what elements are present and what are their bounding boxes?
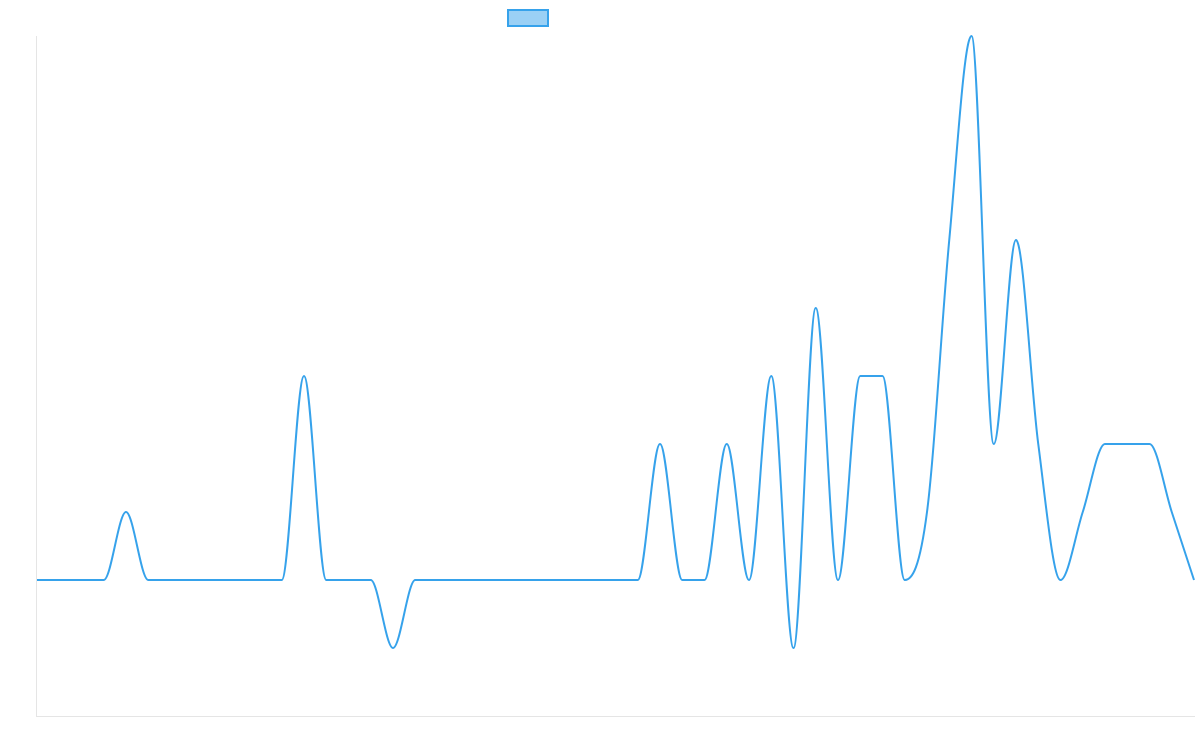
data-point[interactable]	[656, 440, 664, 448]
data-point[interactable]	[945, 236, 953, 244]
data-point[interactable]	[478, 576, 486, 584]
series-line-0	[37, 35, 1195, 649]
data-point[interactable]	[144, 576, 152, 584]
data-point[interactable]	[990, 440, 998, 448]
data-point[interactable]	[1012, 236, 1020, 244]
legend-swatch[interactable]	[507, 9, 549, 27]
data-point[interactable]	[411, 576, 419, 584]
data-point[interactable]	[456, 576, 464, 584]
data-point[interactable]	[901, 576, 909, 584]
data-point[interactable]	[612, 576, 620, 584]
data-point[interactable]	[55, 576, 63, 584]
data-point[interactable]	[33, 576, 41, 584]
data-point[interactable]	[790, 644, 798, 652]
data-point[interactable]	[500, 576, 508, 584]
data-point[interactable]	[1168, 508, 1176, 516]
data-point[interactable]	[78, 576, 86, 584]
data-point[interactable]	[100, 576, 108, 584]
data-point[interactable]	[322, 576, 330, 584]
data-point[interactable]	[233, 576, 241, 584]
data-point[interactable]	[767, 372, 775, 380]
data-point[interactable]	[589, 576, 597, 584]
data-point[interactable]	[1123, 440, 1131, 448]
data-point[interactable]	[523, 576, 531, 584]
data-point[interactable]	[300, 372, 308, 380]
data-point[interactable]	[834, 576, 842, 584]
data-point[interactable]	[701, 576, 709, 584]
data-point[interactable]	[122, 508, 130, 516]
data-point[interactable]	[278, 576, 286, 584]
data-point[interactable]	[812, 304, 820, 312]
legend[interactable]	[507, 9, 549, 27]
data-point[interactable]	[634, 576, 642, 584]
data-point[interactable]	[856, 372, 864, 380]
data-point[interactable]	[1079, 508, 1087, 516]
data-point[interactable]	[1190, 576, 1198, 584]
series-layer	[33, 32, 1198, 652]
data-point[interactable]	[1101, 440, 1109, 448]
data-point[interactable]	[923, 508, 931, 516]
data-point[interactable]	[434, 576, 442, 584]
data-point[interactable]	[723, 440, 731, 448]
data-point[interactable]	[389, 644, 397, 652]
data-point[interactable]	[1034, 440, 1042, 448]
data-point[interactable]	[345, 576, 353, 584]
data-point[interactable]	[1146, 440, 1154, 448]
data-point[interactable]	[189, 576, 197, 584]
data-point[interactable]	[211, 576, 219, 584]
data-point[interactable]	[367, 576, 375, 584]
data-point[interactable]	[968, 32, 976, 40]
data-point[interactable]	[678, 576, 686, 584]
data-point[interactable]	[879, 372, 887, 380]
data-point[interactable]	[567, 576, 575, 584]
data-point[interactable]	[1057, 576, 1065, 584]
data-point[interactable]	[167, 576, 175, 584]
data-point[interactable]	[545, 576, 553, 584]
data-point[interactable]	[745, 576, 753, 584]
data-point[interactable]	[256, 576, 264, 584]
